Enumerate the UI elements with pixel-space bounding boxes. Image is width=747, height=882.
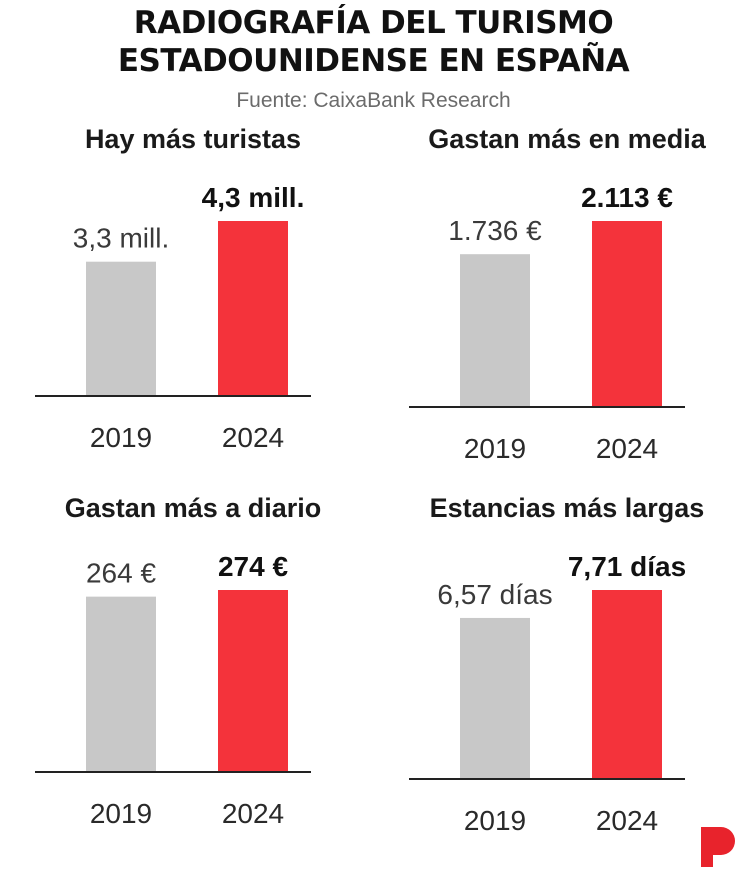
x-tick-label-2019: 2019 <box>90 422 152 453</box>
x-tick-label-2019: 2019 <box>464 805 526 836</box>
x-tick-label-2024: 2024 <box>222 798 284 829</box>
data-label-2024: 7,71 días <box>568 551 686 582</box>
x-tick-label-2024: 2024 <box>596 433 658 464</box>
data-label-2019: 264 € <box>86 558 156 589</box>
chart-title: Gastan más en media <box>428 124 707 154</box>
x-tick-label-2024: 2024 <box>596 805 658 836</box>
chart-panel-avg-spend: Gastan más en media 1.736 € 2019 2.113 € 202… <box>374 118 747 493</box>
data-label-2024: 2.113 € <box>581 182 673 213</box>
chart-title: Estancias más largas <box>430 493 705 523</box>
page-title: RADIOGRAFÍA DEL TURISMO ESTADOUNIDENSE E… <box>0 4 747 80</box>
bar-2024 <box>592 221 662 407</box>
p-logo-icon <box>701 827 735 872</box>
chart-stay-length: Estancias más largas 6,57 días 2019 7,71 dí… <box>409 493 705 836</box>
title-line-2: ESTADOUNIDENSE EN ESPAÑA <box>117 43 630 79</box>
data-label-2019: 6,57 días <box>437 579 552 610</box>
data-label-2024: 274 € <box>218 551 288 582</box>
data-label-2024: 4,3 mill. <box>202 182 305 213</box>
source-note: Fuente: CaixaBank Research <box>236 89 511 112</box>
title-line-1: RADIOGRAFÍA DEL TURISMO <box>133 5 614 41</box>
data-label-2019: 1.736 € <box>448 215 542 246</box>
bar-2024 <box>592 590 662 779</box>
bar-2024 <box>218 590 288 772</box>
chart-avg-spend: Gastan más en media 1.736 € 2019 2.113 € 202… <box>409 124 707 464</box>
chart-panel-tourists: Hay más turistas 3,3 mill. 2019 4,3 mill. 20… <box>0 118 373 493</box>
data-label-2019: 3,3 mill. <box>73 223 169 254</box>
x-tick-label-2019: 2019 <box>90 798 152 829</box>
chart-tourists: Hay más turistas 3,3 mill. 2019 4,3 mill. 20… <box>35 124 311 453</box>
chart-title: Hay más turistas <box>85 124 301 154</box>
bar-2019 <box>86 596 156 772</box>
bar-2019 <box>460 617 530 779</box>
bar-2019 <box>86 261 156 396</box>
x-tick-label-2019: 2019 <box>464 433 526 464</box>
chart-panel-daily-spend: Gastan más a diario 264 € 2019 274 € 2024 <box>0 487 373 862</box>
chart-title: Gastan más a diario <box>65 493 322 523</box>
x-tick-label-2024: 2024 <box>222 422 284 453</box>
chart-panel-stay-length: Estancias más largas 6,57 días 2019 7,71 dí… <box>374 487 747 862</box>
bar-2019 <box>460 254 530 407</box>
bar-2024 <box>218 221 288 396</box>
chart-daily-spend: Gastan más a diario 264 € 2019 274 € 2024 <box>35 493 322 829</box>
